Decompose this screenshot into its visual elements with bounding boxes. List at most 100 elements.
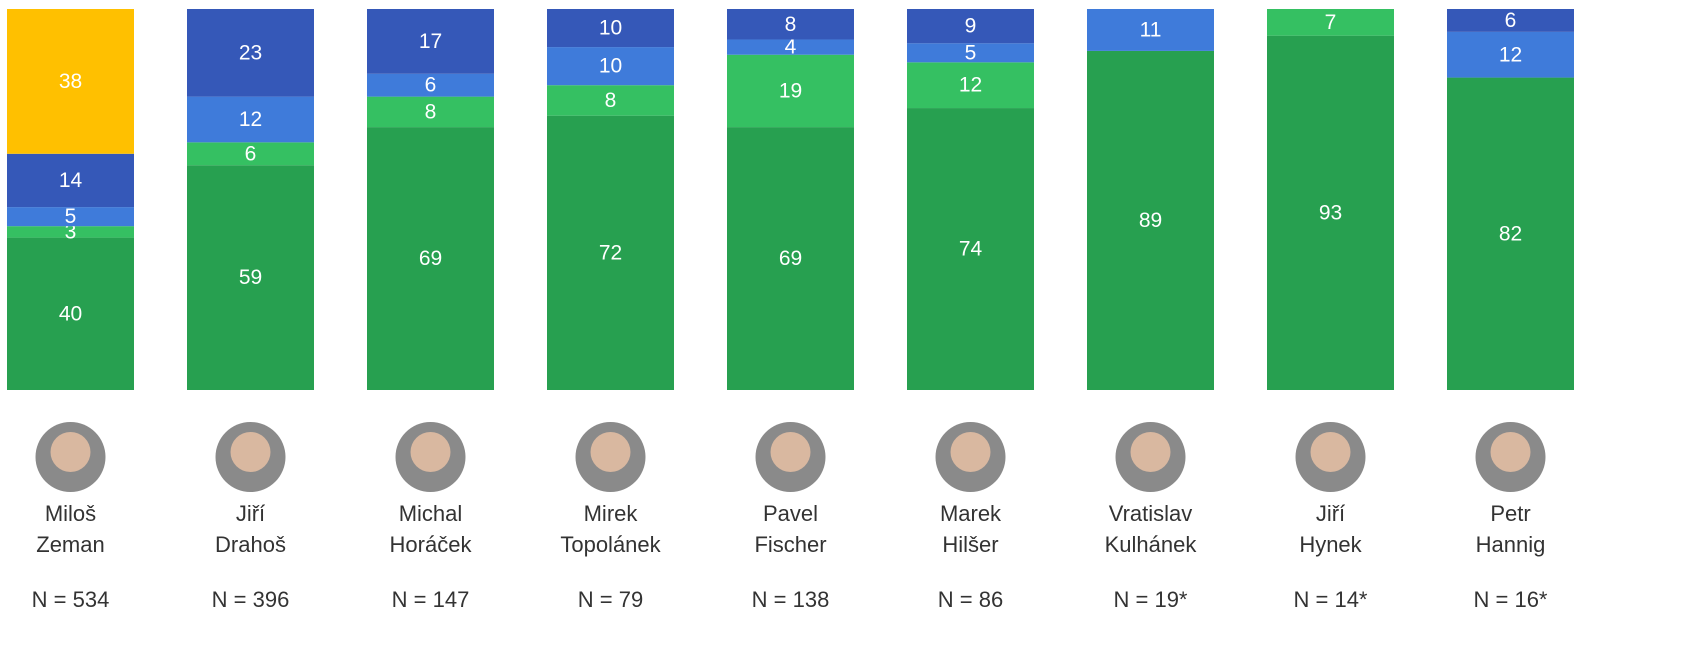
value-label: 7: [1325, 11, 1337, 34]
sample-size: N = 14*: [1294, 587, 1368, 612]
bar-segment: [727, 54, 854, 128]
candidate-name: Kulhánek: [1105, 532, 1198, 557]
bar-segment: [727, 127, 854, 391]
value-label: 9: [965, 15, 977, 38]
value-label: 69: [419, 247, 442, 270]
candidate-name: Pavel: [763, 501, 818, 526]
value-label: 11: [1140, 19, 1162, 42]
bar-segment: [187, 96, 314, 143]
candidate-name: Petr: [1490, 501, 1530, 526]
bar-segment: [1087, 9, 1214, 51]
sample-size: N = 19*: [1114, 587, 1188, 612]
candidate-name: Topolánek: [560, 532, 661, 557]
value-label: 6: [425, 74, 437, 97]
value-label: 17: [419, 30, 442, 53]
value-label: 8: [425, 100, 437, 123]
value-label: 6: [1505, 9, 1517, 32]
candidate-name: Mirek: [584, 501, 639, 526]
value-label: 12: [239, 108, 262, 131]
value-label: 38: [59, 70, 82, 93]
bar-segment: [727, 9, 854, 40]
bar-segment: [367, 96, 494, 128]
value-label: 72: [599, 241, 622, 264]
value-label: 3: [65, 220, 77, 243]
bar-segment: [1447, 31, 1574, 78]
value-label: 12: [959, 74, 982, 97]
bar-segment: [367, 127, 494, 391]
bar-segment: [727, 39, 854, 55]
bar-segment: [547, 85, 674, 116]
value-label: 4: [785, 36, 797, 59]
value-label: 59: [239, 266, 262, 289]
photo-face: [50, 432, 91, 472]
candidate-name: Jiří: [236, 501, 265, 526]
candidate-name: Marek: [940, 501, 1002, 526]
bar-segment: [1267, 35, 1394, 391]
bar-segment: [547, 47, 674, 86]
bar-segment: [1447, 77, 1574, 390]
candidate-name: Hannig: [1476, 532, 1546, 557]
bar-segment: [7, 237, 134, 390]
photo-face: [590, 432, 631, 472]
photo-face: [770, 432, 811, 472]
bar-segment: [1087, 50, 1214, 390]
value-label: 40: [59, 302, 82, 325]
bar-segment: [1267, 9, 1394, 36]
sample-size: N = 147: [392, 587, 470, 612]
bar-segment: [547, 115, 674, 391]
photo-face: [230, 432, 271, 472]
candidate-name: Hynek: [1299, 532, 1362, 557]
sample-size: N = 86: [938, 587, 1003, 612]
bar-segment: [367, 9, 494, 74]
bar-segment: [907, 43, 1034, 63]
bar-segment: [907, 108, 1034, 390]
photo-face: [950, 432, 991, 472]
candidate-name: Jiří: [1316, 501, 1345, 526]
value-label: 74: [959, 238, 983, 261]
bar-segment: [7, 226, 134, 238]
candidate-name: Vratislav: [1109, 501, 1193, 526]
candidate-name: Hilšer: [942, 532, 998, 557]
value-label: 5: [965, 41, 977, 64]
value-label: 23: [239, 41, 262, 64]
bar-segment: [7, 207, 134, 227]
photo-face: [410, 432, 451, 472]
sample-size: N = 138: [752, 587, 830, 612]
bar-segment: [547, 9, 674, 48]
candidate-name: Michal: [399, 501, 463, 526]
value-label: 89: [1139, 209, 1162, 232]
bar-segment: [7, 153, 134, 208]
value-label: 8: [605, 89, 617, 112]
value-label: 12: [1499, 43, 1522, 66]
candidate-name: Drahoš: [215, 532, 286, 557]
value-label: 14: [59, 169, 83, 192]
bar-segment: [907, 62, 1034, 109]
candidate-name: Zeman: [36, 532, 104, 557]
sample-size: N = 534: [32, 587, 110, 612]
sample-size: N = 396: [212, 587, 290, 612]
bar-segment: [187, 9, 314, 97]
value-label: 93: [1319, 201, 1342, 224]
sample-size: N = 79: [578, 587, 643, 612]
value-label: 19: [779, 79, 802, 102]
bar-segment: [367, 73, 494, 97]
value-label: 8: [785, 13, 797, 36]
value-label: 6: [245, 142, 257, 165]
candidate-name: Miloš: [45, 501, 96, 526]
value-label: 10: [599, 55, 622, 78]
bar-segment: [1447, 9, 1574, 32]
bar-segment: [7, 9, 134, 154]
photo-face: [1490, 432, 1531, 472]
bar-segment: [187, 142, 314, 166]
candidate-name: Fischer: [754, 532, 826, 557]
sample-size: N = 16*: [1474, 587, 1548, 612]
value-label: 5: [65, 205, 77, 228]
value-label: 69: [779, 247, 802, 270]
bar-segment: [907, 9, 1034, 44]
value-label: 10: [599, 17, 622, 40]
photo-face: [1310, 432, 1351, 472]
bar-segment: [187, 165, 314, 390]
candidate-name: Horáček: [390, 532, 473, 557]
value-label: 82: [1499, 222, 1522, 245]
